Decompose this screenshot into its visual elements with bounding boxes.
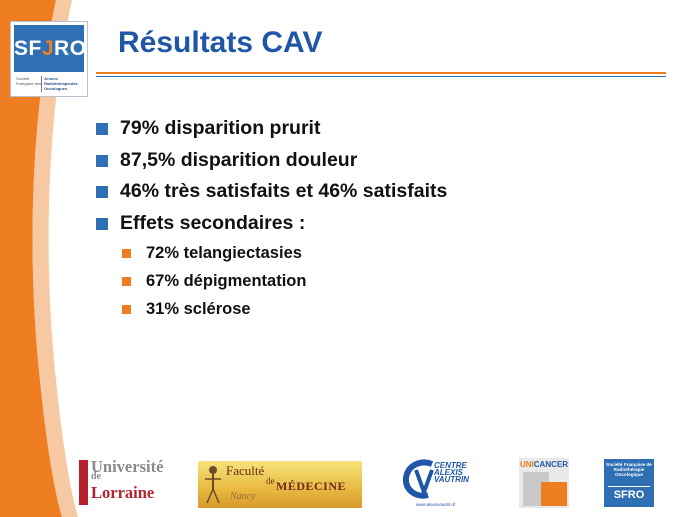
cav-line3: VAUTRIN xyxy=(434,475,469,484)
orange-square-bullet-icon xyxy=(122,305,131,314)
fm-de-text: de xyxy=(266,476,275,486)
bullet-item: 79% disparition prurit xyxy=(96,114,447,146)
unicancer-uni-text: UNI xyxy=(519,460,534,469)
sub-bullet-item: 72% telangiectasies xyxy=(96,240,447,268)
sfjro-subtitle-left: Société Française des xyxy=(16,76,42,86)
bullet-text: 79% disparition prurit xyxy=(120,117,321,139)
sfjro-subtitle-right: Jeunes Radiothérapeutes Oncologues xyxy=(44,76,78,91)
ul-line3: Lorraine xyxy=(91,483,155,502)
sfjro-ro-text: RO xyxy=(54,37,87,60)
universite-lorraine-logo: Université de Lorraine xyxy=(79,457,169,509)
bullet-list: 79% disparition prurit 87,5% disparition… xyxy=(96,114,447,324)
title-underline-orange xyxy=(96,72,666,74)
orange-square-bullet-icon xyxy=(122,249,131,258)
cav-emblem-icon xyxy=(402,459,434,499)
blue-square-bullet-icon xyxy=(96,154,108,167)
sub-bullet-text: 31% sclérose xyxy=(146,300,251,318)
fm-medecine-text: MÉDECINE xyxy=(276,479,347,493)
ul-line2: de xyxy=(91,471,101,482)
sfjro-logo-subtitle: Société Française des Jeunes Radiothérap… xyxy=(14,75,84,94)
bullet-item: Effets secondaires : xyxy=(96,209,447,241)
unicancer-logo: UNICANCER xyxy=(519,458,569,508)
sub-bullet-text: 72% telangiectasies xyxy=(146,244,302,262)
blue-square-bullet-icon xyxy=(96,186,108,198)
sfro-acronym: SFRO xyxy=(613,489,645,501)
cav-line2: ALEXIS xyxy=(434,468,463,477)
bullet-text: 87,5% disparition douleur xyxy=(120,148,358,171)
sub-bullet-item: 67% dépigmentation xyxy=(96,268,447,296)
fm-faculte-text: Faculté xyxy=(226,463,265,478)
sfro-logo: Société Française de Radiothérapie Oncol… xyxy=(604,459,654,507)
orange-square-bullet-icon xyxy=(122,277,131,286)
bullet-item: 87,5% disparition douleur xyxy=(96,146,447,178)
bullet-text: 46% très satisfaits et 46% satisfaits xyxy=(120,180,448,202)
cav-line1: CENTRE xyxy=(434,461,467,470)
cav-name: CENTRE ALEXIS VAUTRIN xyxy=(434,461,486,484)
ul-line1: Université xyxy=(91,457,164,476)
title-underline-blue xyxy=(96,76,666,77)
sub-bullet-item: 31% sclérose xyxy=(96,296,447,324)
sfjro-j-text: J xyxy=(41,37,55,60)
centre-alexis-vautrin-logo: CENTRE ALEXIS VAUTRIN www.alexisvautrin.… xyxy=(402,458,486,510)
slide-title: Résultats CAV xyxy=(118,26,323,59)
bullet-text: Effets secondaires : xyxy=(120,211,306,234)
sfjro-logo-wordmark: SFJRO xyxy=(14,25,87,72)
sfjro-subtitle-divider xyxy=(41,76,42,92)
sfjro-sf-text: SF xyxy=(14,37,42,60)
blue-square-bullet-icon xyxy=(96,123,108,135)
faculte-medecine-nancy-logo: Faculté de MÉDECINE Nancy xyxy=(198,461,362,508)
unicancer-cancer-text: CANCER xyxy=(533,460,568,469)
unicancer-wordmark: UNICANCER xyxy=(519,460,569,469)
blue-square-bullet-icon xyxy=(96,217,108,230)
sub-bullet-text: 67% dépigmentation xyxy=(146,272,307,290)
orange-swoosh-decoration xyxy=(0,0,78,517)
skeleton-icon xyxy=(205,466,221,504)
sfro-full-name: Société Française de Radiothérapie Oncol… xyxy=(606,462,652,478)
cav-url: www.alexisvautrin.fr xyxy=(416,502,456,507)
bullet-item: 46% très satisfaits et 46% satisfaits xyxy=(96,177,447,209)
fm-nancy-text: Nancy xyxy=(230,491,256,502)
lorraine-red-bar xyxy=(79,460,88,505)
unicancer-orange-block xyxy=(541,482,567,506)
sfjro-logo: SFJRO Société Française des Jeunes Radio… xyxy=(10,21,88,97)
sfro-divider xyxy=(608,486,650,487)
